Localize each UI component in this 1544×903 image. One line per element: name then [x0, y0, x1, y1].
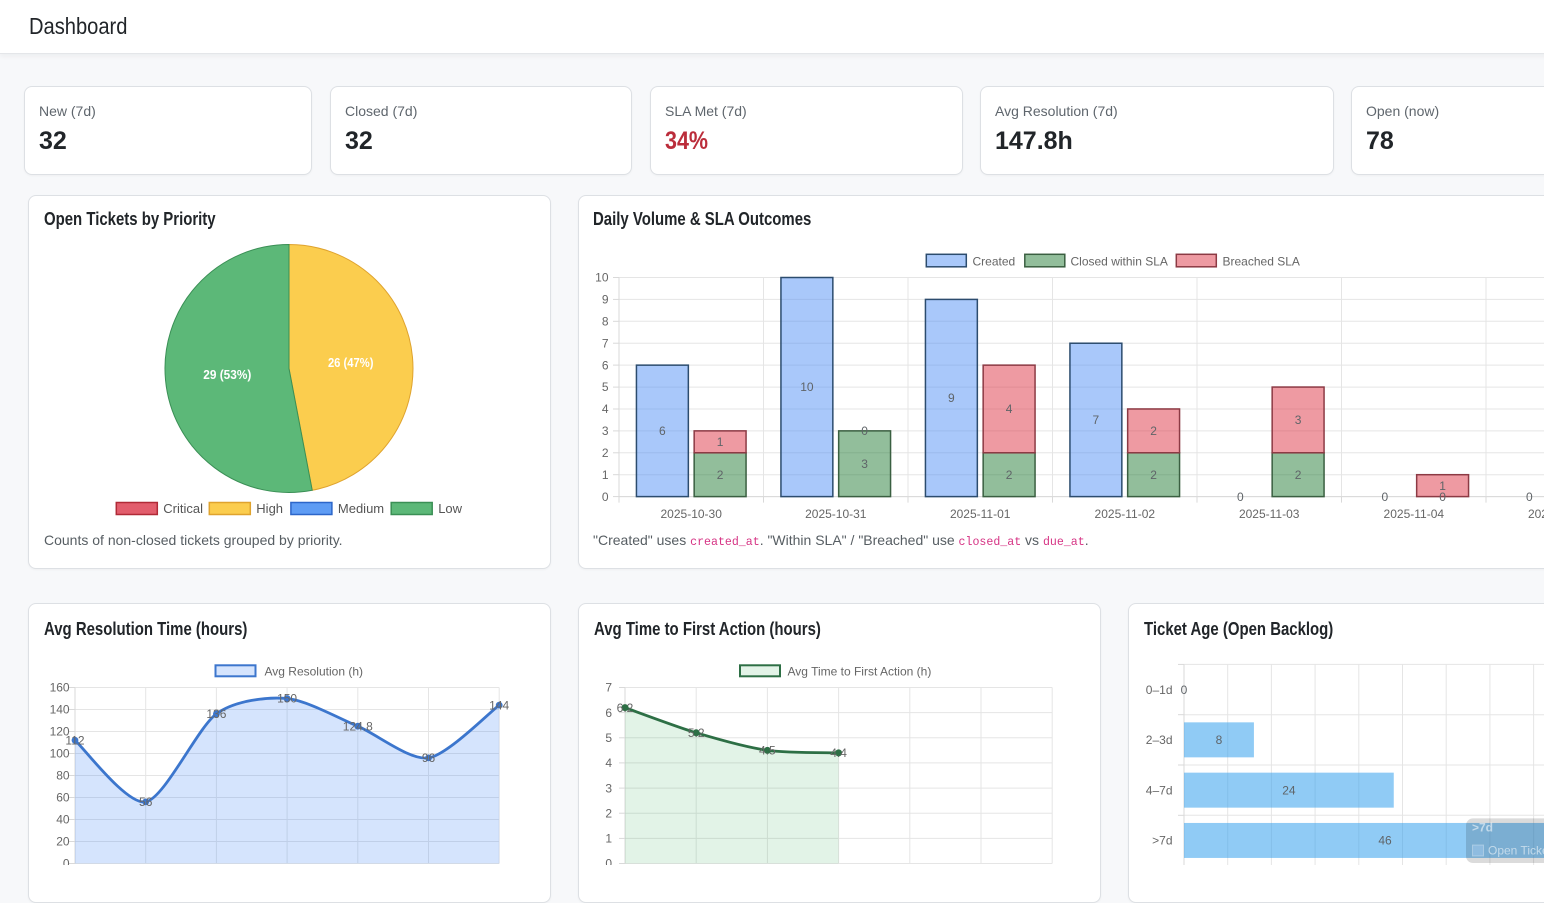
svg-text:2025-11-04: 2025-11-04: [1384, 507, 1445, 521]
svg-text:8: 8: [1216, 733, 1223, 747]
svg-text:Critical: Critical: [163, 501, 203, 516]
svg-text:124.8: 124.8: [343, 719, 373, 733]
svg-text:8: 8: [602, 315, 609, 329]
svg-text:2–3d: 2–3d: [1146, 733, 1173, 747]
svg-text:Low: Low: [438, 501, 462, 516]
svg-text:5.2: 5.2: [688, 726, 705, 740]
svg-text:10: 10: [595, 271, 609, 285]
svg-text:4–7d: 4–7d: [1146, 783, 1173, 797]
svg-text:0: 0: [602, 490, 609, 504]
svg-text:150: 150: [277, 692, 297, 706]
svg-text:100: 100: [50, 747, 70, 761]
svg-text:20: 20: [56, 835, 70, 849]
svg-text:29 (53%): 29 (53%): [203, 367, 251, 382]
svg-text:4: 4: [605, 756, 612, 770]
svg-text:Breached SLA: Breached SLA: [1223, 255, 1300, 269]
svg-text:3: 3: [605, 781, 612, 795]
svg-text:7: 7: [1093, 413, 1100, 427]
svg-text:Avg Time to First Action (h): Avg Time to First Action (h): [788, 664, 932, 678]
svg-text:Created: Created: [973, 255, 1016, 269]
svg-text:High: High: [256, 501, 283, 516]
svg-text:0–1d: 0–1d: [1146, 683, 1173, 697]
svg-text:2: 2: [602, 446, 609, 460]
svg-text:2025-10-30: 2025-10-30: [661, 507, 723, 521]
svg-text:136: 136: [206, 707, 226, 721]
svg-text:3: 3: [1295, 413, 1302, 427]
svg-text:2025-11-02: 2025-11-02: [1095, 507, 1156, 521]
svg-text:Medium: Medium: [338, 501, 384, 516]
svg-text:9: 9: [602, 293, 609, 307]
svg-text:2: 2: [1006, 468, 1013, 482]
svg-text:2025-11-05: 2025-11-05: [1528, 507, 1544, 521]
svg-text:10: 10: [800, 380, 814, 394]
svg-text:2025-11-01: 2025-11-01: [950, 507, 1011, 521]
svg-text:Avg Resolution (h): Avg Resolution (h): [265, 664, 364, 678]
svg-text:112: 112: [65, 734, 84, 748]
svg-text:6: 6: [602, 358, 609, 372]
svg-text:6.2: 6.2: [617, 701, 634, 715]
svg-text:5: 5: [605, 731, 612, 745]
svg-text:0: 0: [605, 857, 612, 865]
svg-text:3: 3: [602, 424, 609, 438]
svg-text:96: 96: [422, 751, 436, 765]
svg-text:0: 0: [1237, 490, 1244, 504]
svg-text:6: 6: [605, 706, 612, 720]
svg-text:6: 6: [659, 424, 666, 438]
svg-text:7: 7: [602, 336, 609, 350]
svg-text:9: 9: [948, 391, 955, 405]
svg-text:0: 0: [1382, 490, 1389, 504]
svg-text:56: 56: [139, 795, 153, 809]
svg-text:>7d: >7d: [1152, 834, 1172, 848]
svg-text:2: 2: [717, 468, 724, 482]
svg-text:46: 46: [1378, 834, 1392, 848]
svg-text:1: 1: [717, 435, 724, 449]
svg-text:1: 1: [1439, 479, 1446, 493]
svg-text:0: 0: [63, 857, 70, 865]
svg-text:3: 3: [861, 457, 868, 471]
svg-text:60: 60: [56, 791, 70, 805]
svg-text:2: 2: [1295, 468, 1302, 482]
svg-text:80: 80: [56, 769, 70, 783]
svg-text:Closed within SLA: Closed within SLA: [1071, 255, 1168, 269]
svg-text:4: 4: [1006, 402, 1013, 416]
svg-text:0: 0: [1526, 490, 1533, 504]
svg-text:7: 7: [605, 681, 612, 695]
svg-text:140: 140: [50, 703, 70, 717]
svg-text:24: 24: [1282, 783, 1296, 797]
svg-text:1: 1: [605, 832, 612, 846]
svg-text:40: 40: [56, 813, 70, 827]
svg-text:>7d: >7d: [1472, 821, 1493, 835]
svg-text:26 (47%): 26 (47%): [328, 355, 374, 370]
svg-text:2: 2: [1150, 424, 1157, 438]
svg-text:1: 1: [602, 468, 609, 482]
svg-text:0: 0: [861, 424, 868, 438]
svg-text:2025-10-31: 2025-10-31: [805, 507, 867, 521]
svg-text:5: 5: [602, 380, 609, 394]
svg-text:160: 160: [50, 681, 70, 695]
svg-text:2: 2: [1150, 468, 1157, 482]
svg-text:2: 2: [605, 806, 612, 820]
svg-text:0: 0: [1439, 490, 1446, 504]
svg-text:Open Tickets: 46: Open Tickets: 46: [1488, 844, 1544, 858]
svg-text:120: 120: [50, 725, 70, 739]
svg-text:144: 144: [489, 698, 509, 712]
svg-text:2025-11-03: 2025-11-03: [1239, 507, 1300, 521]
svg-text:4: 4: [602, 402, 609, 416]
svg-text:4.5: 4.5: [759, 744, 776, 758]
svg-text:4.4: 4.4: [830, 746, 847, 760]
svg-text:0: 0: [1181, 683, 1188, 697]
